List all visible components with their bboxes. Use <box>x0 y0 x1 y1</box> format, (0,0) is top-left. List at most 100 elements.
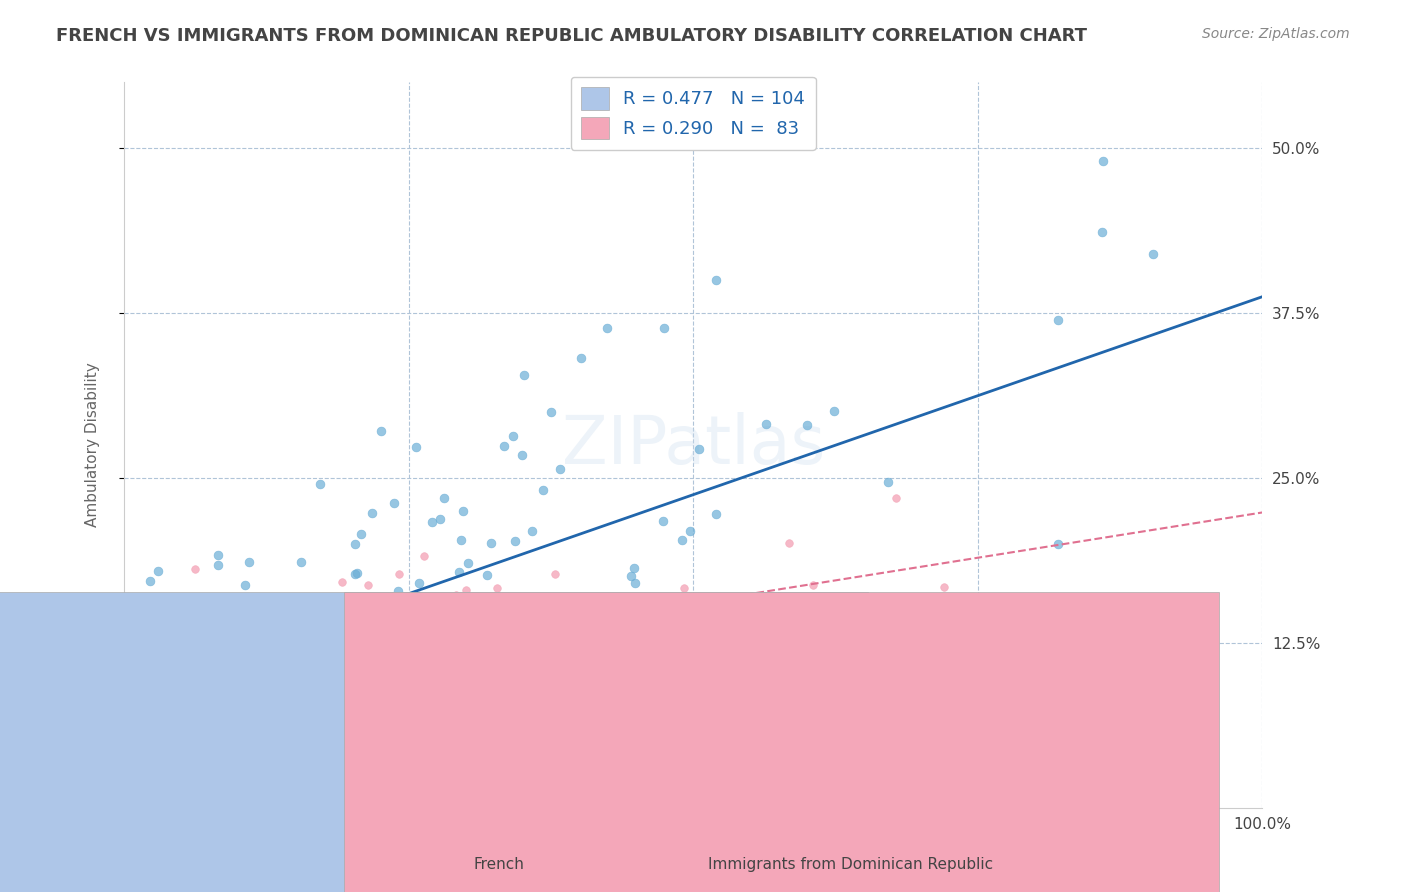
Point <box>373 629 395 643</box>
Point <box>503 534 526 549</box>
Point <box>207 558 229 573</box>
Point <box>169 725 191 739</box>
Point <box>197 640 219 655</box>
Point <box>540 590 562 604</box>
Point <box>179 679 201 693</box>
Point <box>238 641 260 656</box>
Text: Immigrants from Dominican Republic: Immigrants from Dominican Republic <box>709 857 993 872</box>
Point <box>291 642 314 657</box>
Point <box>432 703 454 717</box>
Point <box>558 643 581 657</box>
Point <box>235 715 257 730</box>
Point <box>149 687 172 701</box>
Point <box>1046 312 1069 326</box>
Point <box>704 508 727 522</box>
Point <box>330 575 353 590</box>
Point <box>652 321 675 335</box>
Point <box>156 658 179 673</box>
Point <box>510 449 533 463</box>
Point <box>447 565 470 579</box>
Point <box>245 657 267 672</box>
Point <box>132 694 155 708</box>
Point <box>350 527 373 541</box>
Point <box>1092 154 1115 169</box>
Point <box>823 403 845 417</box>
Point <box>307 665 329 680</box>
Point <box>359 761 381 775</box>
Point <box>887 735 910 749</box>
Point <box>195 747 218 762</box>
Point <box>174 800 197 814</box>
Point <box>298 598 321 612</box>
Point <box>523 693 546 707</box>
Point <box>139 574 162 588</box>
Point <box>120 747 142 761</box>
Point <box>623 576 645 591</box>
Point <box>485 581 508 595</box>
Point <box>554 636 576 650</box>
Text: ZIPatlas: ZIPatlas <box>561 412 825 478</box>
Point <box>426 673 449 687</box>
Point <box>207 548 229 562</box>
Point <box>290 555 312 569</box>
Point <box>380 674 402 689</box>
Point <box>337 705 360 719</box>
Point <box>679 524 702 539</box>
Point <box>211 749 233 764</box>
Point <box>240 747 263 761</box>
Point <box>494 439 516 453</box>
Point <box>513 368 536 383</box>
Point <box>326 688 349 702</box>
Point <box>226 617 249 632</box>
Point <box>198 738 221 752</box>
Point <box>385 593 408 607</box>
Point <box>671 533 693 547</box>
Point <box>254 686 277 700</box>
Point <box>1046 537 1069 551</box>
Point <box>163 637 186 651</box>
Point <box>155 652 177 666</box>
Point <box>309 476 332 491</box>
Point <box>1091 225 1114 239</box>
Point <box>560 690 582 705</box>
Point <box>301 707 323 722</box>
Point <box>288 638 311 652</box>
Point <box>433 491 456 506</box>
Text: French: French <box>474 857 524 872</box>
Point <box>236 662 259 676</box>
Point <box>444 588 467 602</box>
Point <box>290 769 312 783</box>
Point <box>340 694 363 708</box>
Point <box>451 617 474 632</box>
Text: Source: ZipAtlas.com: Source: ZipAtlas.com <box>1202 27 1350 41</box>
Point <box>142 739 165 753</box>
Point <box>278 695 301 709</box>
Point <box>531 483 554 497</box>
Point <box>315 671 337 685</box>
Point <box>688 442 710 457</box>
Point <box>558 680 581 694</box>
Point <box>131 800 153 814</box>
Point <box>619 569 641 583</box>
Point <box>420 515 443 529</box>
Point <box>412 549 434 563</box>
Point <box>197 662 219 676</box>
Point <box>285 754 308 768</box>
Point <box>297 665 319 680</box>
Legend: R = 0.477   N = 104, R = 0.290   N =  83: R = 0.477 N = 104, R = 0.290 N = 83 <box>571 77 815 150</box>
Point <box>415 634 437 648</box>
Point <box>202 647 225 661</box>
Point <box>579 602 602 616</box>
Point <box>576 633 599 648</box>
Point <box>502 429 524 443</box>
Point <box>454 583 477 598</box>
Point <box>370 424 392 438</box>
Point <box>238 555 260 569</box>
Point <box>465 626 488 640</box>
Point <box>253 616 276 631</box>
Point <box>801 578 824 592</box>
Point <box>344 537 367 551</box>
Point <box>330 621 353 635</box>
Point <box>180 715 202 730</box>
Point <box>405 441 427 455</box>
